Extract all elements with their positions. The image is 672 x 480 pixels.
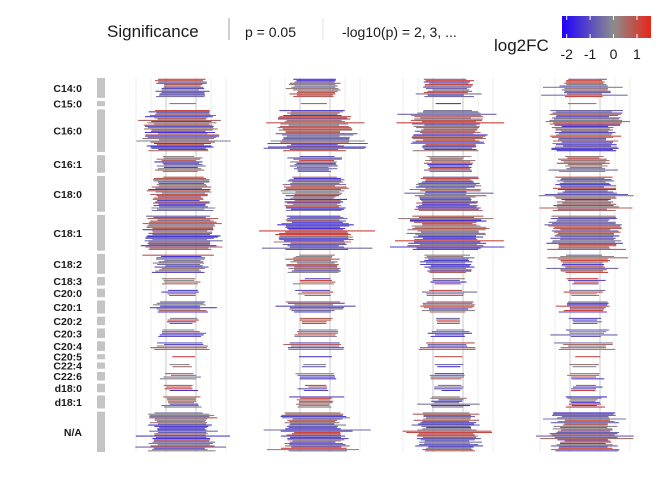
row-label: N/A bbox=[64, 427, 83, 439]
row-strip bbox=[97, 341, 105, 351]
row-label: C18:0 bbox=[53, 189, 82, 201]
colorbar-title: log2FC bbox=[494, 36, 549, 55]
row-strip bbox=[97, 253, 105, 274]
row-label: C22:4 bbox=[53, 361, 82, 373]
colorbar bbox=[562, 16, 651, 38]
colorbar-tick-label: -1 bbox=[584, 46, 597, 62]
row-strip bbox=[97, 78, 105, 98]
row-strip bbox=[97, 383, 105, 393]
row-group-d180: d18:0 bbox=[55, 383, 603, 395]
row-label: C22:6 bbox=[53, 371, 82, 383]
row-group-c202: C20:2 bbox=[53, 316, 602, 328]
row-group-c183: C18:3 bbox=[53, 276, 606, 288]
row-group-c182: C18:2 bbox=[53, 253, 629, 274]
colorbar-tick-label: 1 bbox=[633, 46, 641, 62]
grid-lines bbox=[135, 78, 631, 452]
row-strip bbox=[97, 411, 105, 452]
row-group-c226: C22:6 bbox=[53, 371, 605, 383]
row-label: d18:1 bbox=[55, 397, 83, 409]
row-label: d18:0 bbox=[55, 383, 83, 395]
row-label: C16:1 bbox=[53, 159, 82, 171]
row-group-c161: C16:1 bbox=[53, 155, 618, 173]
colorbar-ticks: -2 -1 0 1 bbox=[560, 16, 641, 62]
row-strip bbox=[97, 300, 105, 314]
row-strip bbox=[97, 214, 105, 251]
row-group-c204: C20:4 bbox=[53, 341, 616, 353]
row-strip bbox=[97, 395, 105, 409]
row-label: C20:1 bbox=[53, 302, 82, 314]
row-label: C15:0 bbox=[53, 99, 82, 111]
row-group-c150: C15:0 bbox=[53, 99, 597, 111]
colorbar-tick-label: 0 bbox=[610, 46, 618, 62]
row-group-c205: C20:5 bbox=[53, 352, 601, 364]
row-strip bbox=[97, 288, 105, 298]
row-strip bbox=[97, 354, 105, 360]
row-strip bbox=[97, 101, 105, 107]
row-group-c180: C18:0 bbox=[53, 175, 634, 212]
legend: Significance p = 0.05 -log10(p) = 2, 3, … bbox=[107, 16, 651, 62]
row-strip bbox=[97, 175, 105, 212]
legend-p-threshold-label: p = 0.05 bbox=[245, 24, 296, 40]
row-strip bbox=[97, 316, 105, 326]
row-label: C18:3 bbox=[53, 276, 82, 288]
row-group-c203: C20:3 bbox=[53, 328, 618, 340]
row-strip bbox=[97, 109, 105, 152]
row-group-c160: C16:0 bbox=[53, 109, 630, 152]
row-label: C16:0 bbox=[53, 126, 82, 138]
row-strip bbox=[97, 371, 105, 381]
legend-neglog-label: -log10(p) = 2, 3, ... bbox=[342, 24, 457, 40]
row-label: C20:4 bbox=[53, 341, 82, 353]
row-group-c201: C20:1 bbox=[53, 300, 610, 314]
row-label: C18:2 bbox=[53, 259, 82, 271]
row-group-c140: C14:0 bbox=[53, 78, 628, 98]
row-group-d181: d18:1 bbox=[55, 395, 607, 409]
row-group-na: N/A bbox=[64, 411, 634, 452]
row-strip bbox=[97, 276, 105, 286]
row-strip bbox=[97, 328, 105, 339]
row-groups: C14:0 C15:0 C16:0 C16:1 C18:0 C18:1 C18:2 C18:3… bbox=[53, 78, 634, 452]
row-group-c200: C20:0 bbox=[53, 288, 606, 300]
legend-significance-title: Significance bbox=[107, 22, 199, 41]
row-group-c224: C22:4 bbox=[53, 361, 599, 373]
row-group-c181: C18:1 bbox=[53, 214, 626, 251]
row-label: C14:0 bbox=[53, 83, 82, 95]
row-label: C20:5 bbox=[53, 352, 82, 364]
row-label: C20:2 bbox=[53, 316, 82, 328]
row-label: C20:3 bbox=[53, 328, 82, 340]
row-strip bbox=[97, 155, 105, 173]
row-strip bbox=[97, 362, 105, 369]
colorbar-tick-label: -2 bbox=[560, 46, 573, 62]
row-label: C18:1 bbox=[53, 228, 82, 240]
row-label: C20:0 bbox=[53, 288, 82, 300]
